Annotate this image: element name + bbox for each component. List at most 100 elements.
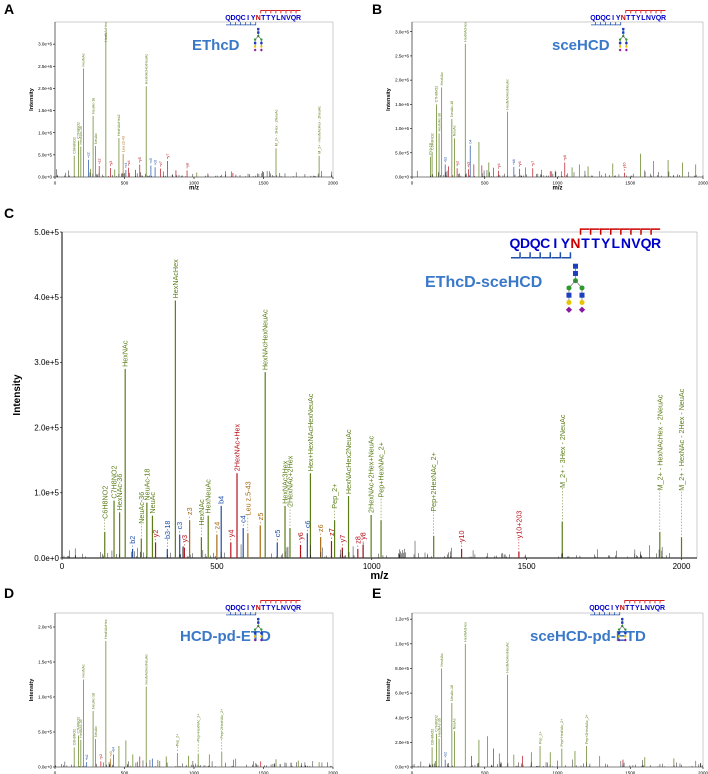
- z-ion-bracket: [635, 10, 641, 14]
- peak-label: c4: [239, 515, 248, 523]
- z-ion-bracket: [610, 228, 620, 235]
- peak-label: Hex+HexNAcHexNeuAc: [306, 393, 315, 471]
- residue: V: [650, 605, 655, 612]
- peak-label: M_2+ - HexNAc - 2Hex - NeuAc: [677, 388, 686, 490]
- peak-label: Pep_2+: [176, 734, 180, 747]
- peak-label: y7: [531, 161, 535, 165]
- peak-label: HexNAc: [82, 664, 86, 677]
- c-ion-bracket: [236, 22, 241, 26]
- residue: I: [612, 15, 614, 22]
- residue: Q: [590, 15, 596, 22]
- residue: N: [646, 15, 651, 22]
- peak-label: Leu z2-43: [121, 136, 125, 152]
- c-ion-bracket: [596, 22, 601, 26]
- spectrum-panel-d: D 0.0e+0 5.0e+5 1.0e+6 1.5e+6 2.0e+6 0 500 1000 1…: [4, 585, 339, 774]
- peak-label: z6: [316, 524, 325, 532]
- glycan-hex-icon: [260, 38, 263, 41]
- glycan-hexnac-icon: [621, 621, 624, 624]
- peak-label: b3-18: [163, 521, 172, 539]
- c-ion-bracket: [521, 252, 531, 259]
- x-tick-label: 0: [411, 181, 414, 186]
- z-ion-bracket: [295, 10, 301, 14]
- x-tick-label: 2000: [328, 771, 339, 774]
- glycan-hex-icon: [625, 45, 628, 48]
- y-tick-label: 1.0e+6: [38, 130, 52, 135]
- peak-label: 2HexNAc+Hex: [233, 423, 242, 471]
- z-ion-bracket: [644, 600, 650, 604]
- residue: Y: [615, 605, 620, 612]
- residue: T: [625, 605, 630, 612]
- peak-label: HexNAc: [82, 53, 86, 66]
- peak-label: z4: [127, 160, 131, 164]
- peak-label: HexNAc-36: [437, 718, 441, 736]
- glycan-hexnac-icon: [260, 41, 263, 45]
- x-tick-label: 1500: [625, 181, 636, 186]
- peak-label: C7H8NO2: [435, 86, 439, 103]
- peak-label: C6H8NO2: [72, 137, 76, 154]
- z-ion-bracket: [629, 600, 635, 604]
- z-ion-bracket: [295, 600, 301, 604]
- y-axis-title: Intensity: [12, 374, 23, 416]
- z-ion-bracket: [275, 10, 281, 14]
- z-ion-bracket: [640, 228, 651, 235]
- peak-label: b4: [217, 496, 226, 504]
- glycan-hexnac-icon: [566, 292, 572, 298]
- glycan-hexnac-icon: [579, 292, 585, 298]
- residue: R: [296, 15, 301, 22]
- peak-label: M_2+ - HexNAcHex - 2NeuAc: [655, 394, 664, 490]
- residue: I: [553, 235, 557, 251]
- spectrum-panel-e: E 0.0e+0 2.0e+5 4.0e+5 6.0e+5 8.0e+5 1.0e+6 1.2…: [372, 585, 708, 774]
- peak-label: C6H8NO2: [430, 729, 434, 746]
- peak-label: y7: [166, 154, 170, 158]
- peak-label: b4: [112, 747, 116, 751]
- residue: Y: [271, 605, 276, 612]
- peak-label: Pep+2HexNAc_2+: [429, 452, 438, 512]
- y-tick-label: 5.0e+5: [38, 730, 52, 735]
- glycan-hex-icon: [579, 285, 585, 291]
- z-ion-bracket: [285, 10, 291, 14]
- peak-label: Pep-18: [429, 143, 433, 155]
- method-label: HCD-pd-ETD: [180, 628, 271, 645]
- peak-label: NeuAc-18: [91, 693, 95, 709]
- z-ion-bracket: [649, 600, 655, 604]
- spectrum-panel-c: C 0.0e+0 1.0e+5 2.0e+5 3.0e+5 4.0e+5 5.0e+5 0 50…: [4, 205, 698, 582]
- x-tick-label: 2000: [328, 181, 339, 186]
- z-ion-bracket: [270, 600, 276, 604]
- z-ion-bracket: [639, 600, 645, 604]
- peak-label: M_2+ - HexNAcHex - 2NeuAc: [317, 106, 321, 154]
- residue: N: [621, 235, 631, 251]
- x-tick-label: 1000: [189, 771, 200, 774]
- residue: I: [611, 605, 613, 612]
- glycan-hexnac-icon: [618, 41, 622, 45]
- residue: Y: [251, 15, 256, 22]
- c-ion-bracket: [541, 252, 552, 259]
- residue: I: [247, 605, 249, 612]
- x-tick-label: 2000: [698, 771, 708, 774]
- residue: C: [241, 605, 246, 612]
- y-tick-label: 2.0e+6: [38, 625, 52, 630]
- c-ion-bracket: [610, 612, 616, 616]
- glycan-hexnac-icon: [572, 263, 578, 269]
- peak-label: HexNAc: [197, 499, 206, 526]
- panel-label: A: [4, 1, 14, 17]
- glycan-hexnac-icon: [622, 27, 625, 31]
- peak-label: z5: [256, 513, 265, 521]
- c-ion-bracket: [241, 612, 247, 616]
- glycan-hex-icon: [566, 299, 572, 305]
- residue: I: [247, 15, 249, 22]
- peak-label: b4: [468, 140, 472, 144]
- glycan-structure: [565, 263, 586, 313]
- peak-label: y3: [180, 535, 189, 543]
- peak-label: 2HexNAc+2Hex+NeuAc: [367, 435, 376, 513]
- glycan-hex-icon: [624, 635, 627, 638]
- peak-label: z2: [97, 159, 101, 163]
- z-ion-bracket: [630, 228, 640, 235]
- peak-label: 2HexNAc+2Hex: [286, 455, 295, 507]
- x-tick-label: 500: [210, 562, 224, 571]
- y-tick-label: 1.5e+6: [38, 660, 52, 665]
- y-tick-label: 2.0e+5: [34, 423, 59, 432]
- glycan-neuac-icon: [259, 638, 263, 642]
- z-ion-bracket: [624, 600, 630, 604]
- peak-label: HexNAc: [440, 72, 444, 85]
